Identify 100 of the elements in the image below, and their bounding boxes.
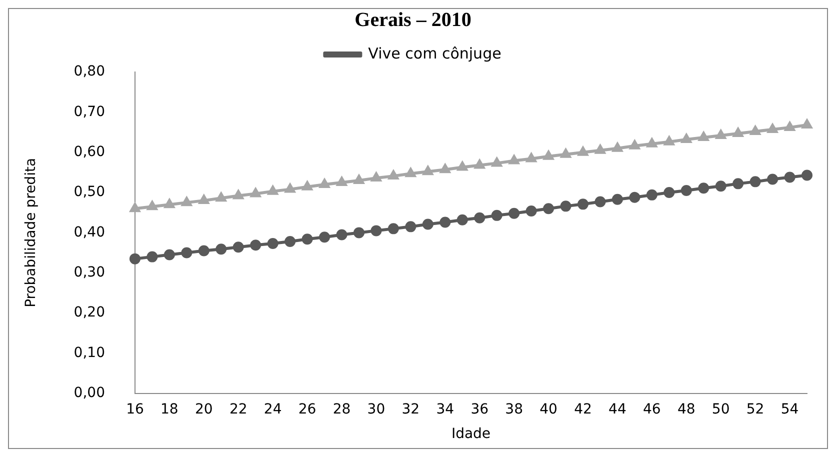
point — [750, 126, 760, 135]
point — [802, 120, 812, 129]
point — [733, 128, 744, 137]
point — [164, 249, 175, 260]
point — [680, 185, 692, 196]
point — [147, 201, 158, 210]
point — [681, 134, 692, 143]
point — [440, 164, 450, 174]
point — [526, 206, 537, 217]
point — [784, 172, 796, 183]
point — [181, 247, 192, 258]
point — [526, 153, 536, 162]
point — [560, 200, 572, 212]
x-tick-label: 38 — [505, 401, 523, 418]
x-tick-label: 30 — [367, 401, 386, 418]
y-axis-title: Probabilidade predita — [23, 158, 40, 308]
point — [716, 130, 726, 139]
point — [250, 188, 261, 198]
point — [698, 132, 709, 141]
y-tick-label: 0,60 — [74, 144, 105, 160]
point — [664, 187, 675, 198]
point — [594, 196, 606, 208]
point — [422, 218, 434, 230]
point — [578, 146, 588, 156]
point — [250, 240, 262, 251]
x-tick-label: 32 — [402, 401, 420, 418]
y-tick-label: 0,40 — [74, 224, 105, 240]
y-tick-label: 0,20 — [74, 304, 105, 321]
point — [302, 181, 312, 190]
x-axis-title: Idade — [451, 426, 491, 442]
point — [646, 189, 658, 200]
x-tick-label: 28 — [332, 401, 351, 418]
x-tick-label: 42 — [574, 401, 592, 418]
point — [457, 162, 468, 171]
point — [216, 244, 227, 255]
x-tick-label: 22 — [229, 401, 248, 418]
point — [388, 223, 399, 234]
point — [784, 122, 795, 131]
x-tick-label: 18 — [160, 401, 178, 418]
point — [320, 178, 330, 188]
point — [216, 192, 226, 202]
point — [508, 208, 520, 219]
x-tick-label: 50 — [712, 401, 730, 418]
x-tick-label: 48 — [677, 401, 696, 418]
point — [267, 238, 278, 250]
point — [164, 199, 174, 208]
x-tick-label: 46 — [643, 401, 661, 418]
x-tick-label: 26 — [298, 401, 316, 418]
y-tick-label: 0,00 — [74, 385, 105, 402]
x-tick-label: 36 — [470, 401, 489, 418]
point — [768, 124, 778, 133]
point — [406, 168, 416, 178]
point — [630, 140, 640, 150]
y-tick-label: 0,50 — [74, 184, 105, 200]
x-tick-label: 16 — [126, 401, 144, 418]
point — [336, 176, 347, 186]
chart-title: Gerais – 2010 — [354, 9, 472, 32]
point — [750, 176, 761, 188]
point — [232, 242, 244, 253]
x-tick-label: 20 — [194, 401, 213, 418]
point — [233, 190, 244, 200]
point — [544, 150, 554, 160]
x-tick-label: 24 — [264, 401, 282, 418]
x-tick-label: 54 — [780, 401, 799, 418]
point — [474, 160, 485, 169]
point — [353, 227, 364, 238]
point — [146, 251, 158, 262]
point — [371, 172, 382, 182]
legend-label: Vive com cônjuge — [368, 44, 502, 62]
point — [732, 178, 744, 190]
point — [474, 212, 486, 224]
point — [629, 192, 640, 203]
y-tick-label: 0,30 — [74, 264, 105, 281]
point — [388, 170, 398, 180]
point — [767, 174, 778, 185]
point — [509, 155, 520, 164]
point — [129, 253, 140, 264]
x-tick-label: 52 — [746, 401, 764, 418]
point — [802, 170, 812, 181]
point — [440, 216, 451, 228]
y-tick-label: 0,10 — [74, 344, 105, 361]
point — [268, 186, 278, 195]
x-tick-label: 40 — [540, 401, 558, 418]
x-tick-label: 34 — [436, 401, 454, 418]
point — [319, 232, 330, 243]
point — [405, 221, 416, 232]
point — [285, 184, 296, 193]
point — [302, 234, 313, 245]
point — [284, 236, 296, 248]
point — [646, 138, 657, 148]
point — [698, 182, 710, 194]
point — [492, 158, 502, 167]
point — [182, 197, 192, 206]
point — [422, 166, 433, 176]
point — [595, 144, 606, 154]
point — [354, 174, 364, 184]
x-tick-label: 44 — [608, 401, 626, 418]
point — [560, 148, 571, 158]
point — [715, 180, 726, 192]
point — [130, 203, 140, 212]
